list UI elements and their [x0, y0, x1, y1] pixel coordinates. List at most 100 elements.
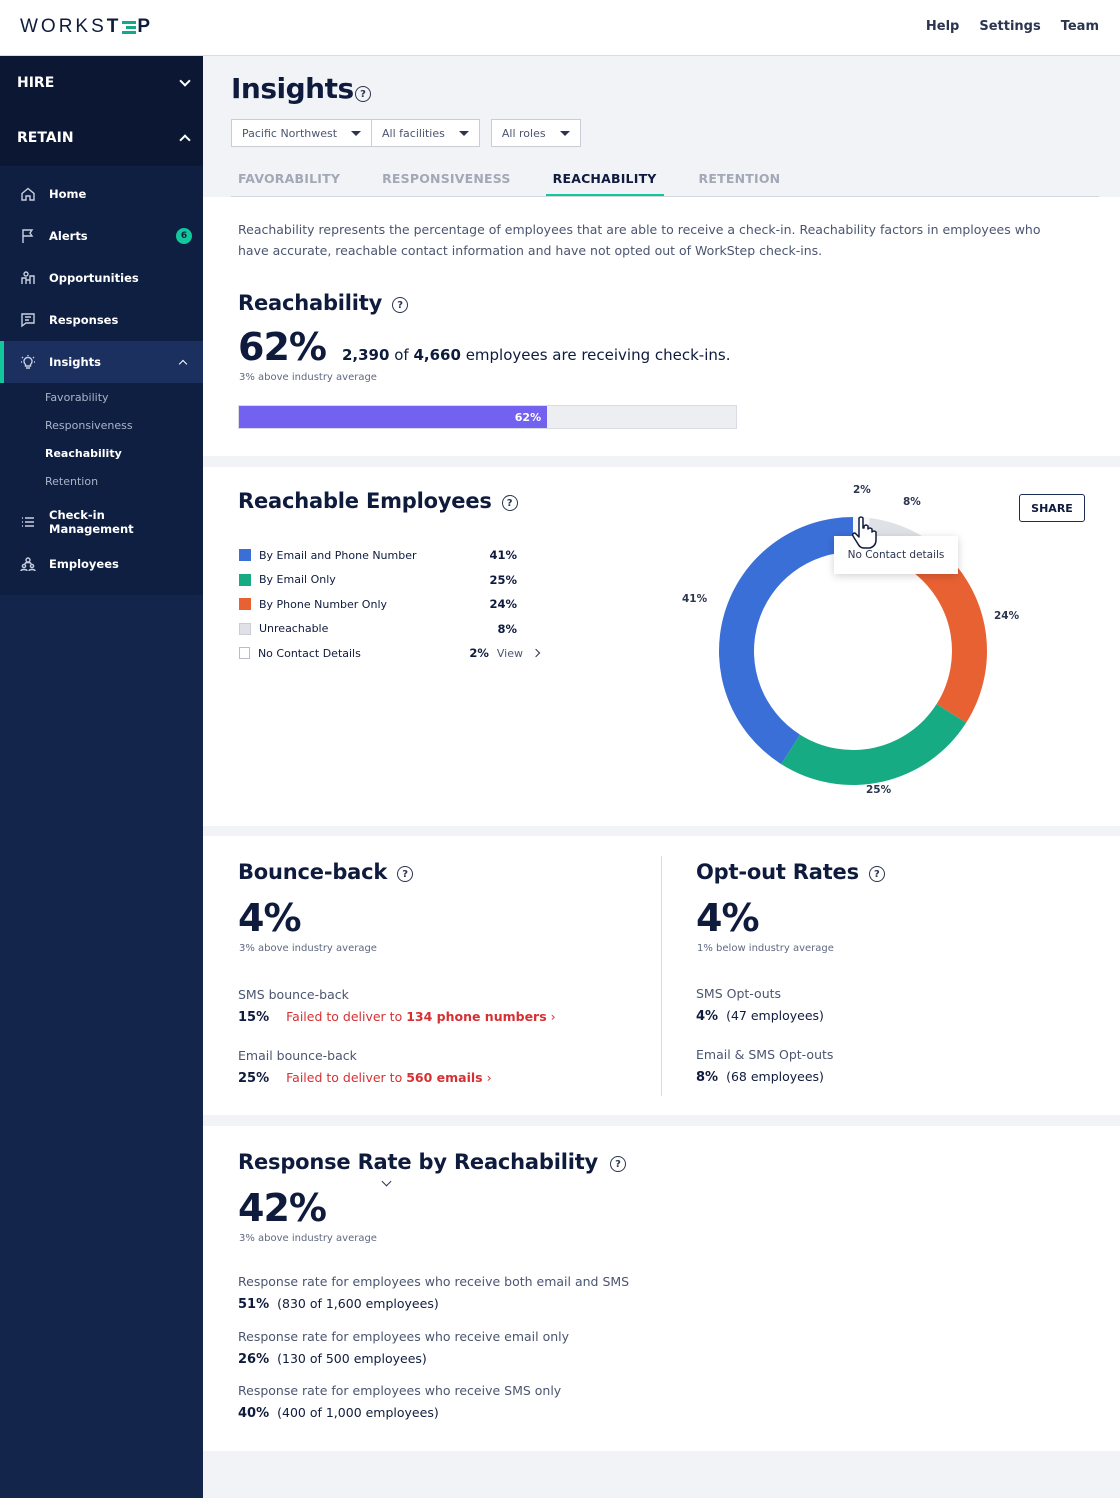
filter-value: Pacific Northwest: [242, 126, 338, 140]
email-failed-link[interactable]: Failed to deliver to 560 emails ›: [286, 1070, 492, 1085]
legend-swatch: [239, 622, 251, 635]
legend-percent: 24%: [489, 597, 517, 611]
reachability-card: Reachability represents the percentage o…: [203, 197, 1120, 456]
opportunities-icon: [20, 270, 36, 286]
sidebar-subitem-retention[interactable]: Retention: [45, 474, 99, 488]
legend-label: By Phone Number Only: [259, 597, 388, 611]
sidebar-item-employees[interactable]: Employees: [0, 543, 203, 585]
view-no-contact-link[interactable]: View: [497, 647, 541, 660]
sidebar-item-insights[interactable]: Insights: [0, 341, 203, 383]
of-text: of: [394, 346, 409, 364]
hand-cursor-icon: [852, 516, 877, 549]
sidebar-section-retain[interactable]: RETAIN: [0, 111, 203, 166]
sidebar-section-hire[interactable]: HIRE: [0, 56, 203, 111]
donut-label-no-contact: 2%: [853, 484, 871, 496]
home-icon: [20, 186, 36, 202]
share-button[interactable]: SHARE: [1019, 494, 1085, 522]
settings-link[interactable]: Settings: [979, 19, 1041, 34]
reachability-percent: 62%: [238, 325, 327, 369]
legend-percent: 41%: [489, 548, 517, 562]
filter-bar: Pacific Northwest All facilities All rol…: [231, 119, 581, 147]
sidebar-item-label: Home: [49, 187, 87, 201]
both-optout-row: 8% (68 employees): [696, 1069, 824, 1085]
sidebar-item-check-in-management[interactable]: Check-in Management: [0, 501, 203, 543]
section-title: Bounce-back: [238, 860, 388, 884]
industry-note: 3% above industry average: [239, 943, 377, 954]
tab-responsiveness[interactable]: RESPONSIVENESS: [382, 171, 511, 186]
team-link[interactable]: Team: [1060, 19, 1099, 34]
sidebar-item-home[interactable]: Home: [0, 173, 203, 215]
chevron-down-icon[interactable]: [381, 1176, 392, 1187]
both-optout-value: 8%: [696, 1070, 719, 1085]
response-rate-value-row: 40% (400 of 1,000 employees): [238, 1405, 439, 1421]
section-title: Reachability: [238, 291, 383, 315]
donut-tooltip: No Contact details: [834, 536, 958, 574]
fail-prefix: Failed to deliver to: [286, 1009, 403, 1024]
reachable-heading: Reachable Employees ?: [238, 489, 518, 513]
help-question-icon[interactable]: ?: [397, 866, 414, 882]
legend-item: Unreachable 8%: [239, 622, 539, 636]
help-link[interactable]: Help: [925, 19, 960, 34]
section-label: RETAIN: [17, 130, 74, 146]
sidebar-item-label: Responses: [49, 313, 119, 327]
facilities-filter-dropdown[interactable]: All facilities: [372, 119, 480, 147]
sidebar-item-alerts[interactable]: Alerts 6: [0, 215, 203, 257]
sidebar-subitem-reachability[interactable]: Reachability: [45, 446, 122, 460]
response-rate-card: Response Rate by Reachability ? 42% 3% a…: [203, 1126, 1120, 1451]
legend-label: By Email Only: [259, 573, 336, 586]
help-question-icon[interactable]: ?: [501, 495, 518, 511]
donut-slice-by-email-and-phone-number[interactable]: [719, 517, 853, 765]
tab-favorability[interactable]: FAVORABILITY: [238, 171, 341, 186]
section-title: Reachable Employees: [238, 489, 492, 513]
response-rate-count: (830 of 1,600 employees): [277, 1296, 439, 1311]
donut-slice-by-email-only[interactable]: [781, 704, 967, 785]
legend-item: By Email Only 25%: [239, 573, 539, 587]
legend-swatch: [239, 598, 251, 610]
legend-label: No Contact Details: [257, 646, 361, 660]
industry-note: 3% above industry average: [239, 1233, 377, 1244]
response-rate-value: 40%: [238, 1406, 270, 1421]
response-rate-label: Response rate for employees who receive …: [238, 1274, 630, 1289]
chevron-right-icon: [531, 648, 541, 658]
sidebar-item-label: Alerts: [49, 229, 88, 243]
fail-prefix: Failed to deliver to: [286, 1070, 403, 1085]
sidebar-item-label: Opportunities: [49, 271, 139, 285]
response-rate-value: 51%: [238, 1297, 270, 1312]
reachability-heading: Reachability ?: [238, 291, 409, 315]
region-filter-dropdown[interactable]: Pacific Northwest: [231, 119, 373, 147]
sidebar-item-opportunities[interactable]: Opportunities: [0, 257, 203, 299]
help-question-icon[interactable]: ?: [355, 86, 371, 102]
reachable-employees-card: Reachable Employees ? By Email and Phone…: [203, 467, 1120, 826]
sidebar-subitem-favorability[interactable]: Favorability: [45, 390, 109, 404]
caret-down-icon: [559, 130, 570, 136]
section-title: Opt-out Rates: [696, 860, 859, 884]
fail-count: 134 phone numbers: [406, 1009, 547, 1024]
sms-failed-link[interactable]: Failed to deliver to 134 phone numbers ›: [286, 1009, 556, 1024]
flag-icon: [20, 228, 36, 244]
lightbulb-icon: [20, 354, 36, 370]
donut-slice-by-phone-number-only[interactable]: [911, 542, 987, 723]
caret-down-icon: [351, 130, 362, 136]
help-question-icon[interactable]: ?: [392, 297, 409, 313]
chevron-up-icon: [179, 134, 191, 146]
total-count: 4,660: [413, 346, 461, 364]
tab-retention[interactable]: RETENTION: [698, 171, 781, 186]
email-bounce-row: 25% Failed to deliver to 560 emails ›: [238, 1070, 492, 1086]
roles-filter-dropdown[interactable]: All roles: [490, 119, 581, 147]
optout-percent: 4%: [696, 896, 760, 940]
sidebar-subitem-responsiveness[interactable]: Responsiveness: [45, 418, 133, 432]
logo-text-t: T: [106, 16, 122, 37]
tab-reachability[interactable]: REACHABILITY: [545, 164, 664, 196]
sms-bounce-row: 15% Failed to deliver to 134 phone numbe…: [238, 1009, 556, 1025]
top-bar: WORKS T P Help Settings Team: [0, 0, 1120, 56]
response-rate-value: 26%: [238, 1351, 270, 1367]
bounce-percent: 4%: [238, 896, 302, 940]
sidebar-item-label: Employees: [49, 557, 119, 571]
workstep-logo[interactable]: WORKS T P: [20, 16, 153, 38]
sidebar-item-responses[interactable]: Responses: [0, 299, 203, 341]
help-question-icon[interactable]: ?: [610, 1156, 627, 1172]
help-question-icon[interactable]: ?: [868, 866, 885, 882]
caret-down-icon: [458, 130, 469, 136]
legend-label: By Email and Phone Number: [259, 548, 417, 562]
legend-swatch: [239, 573, 251, 586]
